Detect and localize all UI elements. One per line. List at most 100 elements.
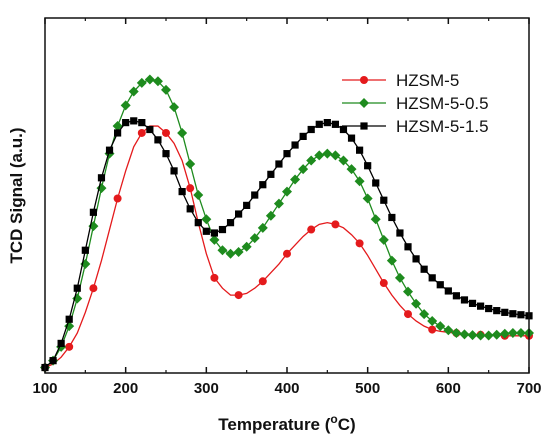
- data-point: [128, 86, 139, 97]
- data-point: [73, 284, 81, 292]
- data-point: [339, 125, 348, 134]
- data-point: [226, 219, 235, 227]
- data-point: [112, 121, 123, 132]
- data-point: [291, 141, 299, 149]
- data-point: [267, 170, 275, 178]
- data-point: [379, 279, 388, 288]
- data-point: [477, 302, 485, 310]
- data-point: [307, 125, 315, 134]
- data-point: [404, 243, 412, 251]
- data-point: [144, 74, 155, 85]
- data-point: [170, 167, 178, 175]
- data-point: [475, 330, 486, 341]
- data-point: [186, 205, 194, 213]
- data-point: [152, 76, 163, 87]
- data-point: [517, 311, 525, 319]
- data-point: [282, 186, 292, 197]
- data-point: [154, 136, 162, 144]
- data-point: [275, 160, 283, 168]
- data-point: [146, 125, 154, 134]
- data-point: [81, 246, 89, 254]
- data-point: [451, 328, 462, 339]
- legend-label: HZSM-5-1.5: [396, 117, 489, 136]
- data-point: [347, 134, 356, 142]
- data-point: [355, 239, 364, 248]
- data-point: [65, 342, 74, 351]
- data-point: [509, 310, 517, 318]
- data-point: [217, 245, 228, 256]
- data-point: [338, 155, 349, 166]
- data-point: [307, 225, 316, 234]
- x-tick-label: 200: [113, 380, 138, 397]
- legend-marker: [360, 122, 368, 130]
- data-point: [499, 328, 510, 339]
- data-point: [178, 188, 186, 196]
- data-point: [460, 296, 469, 304]
- data-point: [210, 229, 218, 237]
- data-point: [436, 281, 444, 289]
- data-point: [370, 214, 381, 225]
- data-point: [452, 292, 460, 300]
- data-point: [467, 330, 478, 341]
- legend-item: HZSM-5-1.5: [342, 117, 489, 136]
- data-point: [201, 214, 212, 225]
- legend-label: HZSM-5-0.5: [396, 94, 489, 113]
- data-point: [404, 310, 412, 319]
- data-point: [491, 329, 502, 340]
- x-axis-title-degree: o: [330, 412, 337, 426]
- data-point: [459, 329, 470, 340]
- data-point: [354, 176, 365, 187]
- data-point: [251, 191, 259, 199]
- series-layer: [40, 74, 534, 373]
- data-point: [493, 307, 501, 315]
- data-point: [435, 321, 446, 332]
- data-point: [225, 248, 236, 259]
- data-point: [105, 146, 114, 154]
- data-point: [89, 208, 97, 216]
- data-point: [162, 128, 170, 137]
- data-point: [186, 184, 195, 193]
- data-point: [388, 213, 396, 222]
- x-axis-title: Temperature (oC): [218, 412, 355, 434]
- legend-marker: [359, 98, 369, 108]
- data-point: [362, 193, 373, 204]
- x-axis-title-unit: C): [338, 415, 356, 434]
- data-point: [299, 132, 307, 140]
- data-point: [403, 286, 413, 297]
- data-point: [428, 274, 436, 282]
- data-point: [169, 102, 180, 113]
- data-point: [136, 77, 147, 88]
- data-point: [331, 120, 339, 128]
- data-point: [122, 119, 130, 127]
- data-point: [443, 325, 454, 336]
- data-point: [218, 225, 227, 234]
- data-point: [323, 119, 331, 127]
- data-point: [210, 273, 219, 282]
- data-point: [420, 265, 428, 273]
- data-point: [306, 155, 317, 166]
- data-point: [234, 291, 243, 300]
- data-point: [97, 174, 106, 182]
- data-point: [380, 196, 388, 204]
- data-point: [331, 220, 340, 229]
- x-tick-label: 700: [516, 380, 541, 397]
- data-point: [162, 150, 170, 158]
- data-point: [259, 181, 267, 189]
- data-point: [273, 198, 284, 209]
- data-point: [241, 241, 252, 252]
- x-tick-label: 300: [194, 380, 219, 397]
- x-tick-label: 500: [355, 380, 380, 397]
- x-tick-label: 400: [274, 380, 299, 397]
- data-point: [428, 325, 437, 334]
- data-point: [515, 328, 526, 339]
- data-point: [185, 159, 196, 169]
- data-point: [483, 330, 494, 341]
- data-point: [485, 304, 493, 313]
- data-point: [427, 315, 438, 326]
- data-point: [396, 229, 404, 237]
- data-point: [209, 234, 220, 245]
- x-axis-ticks: 100 200 300 400 500 600 700: [32, 18, 542, 397]
- data-point: [501, 308, 509, 316]
- data-point: [137, 128, 146, 137]
- x-tick-label: 100: [32, 380, 57, 397]
